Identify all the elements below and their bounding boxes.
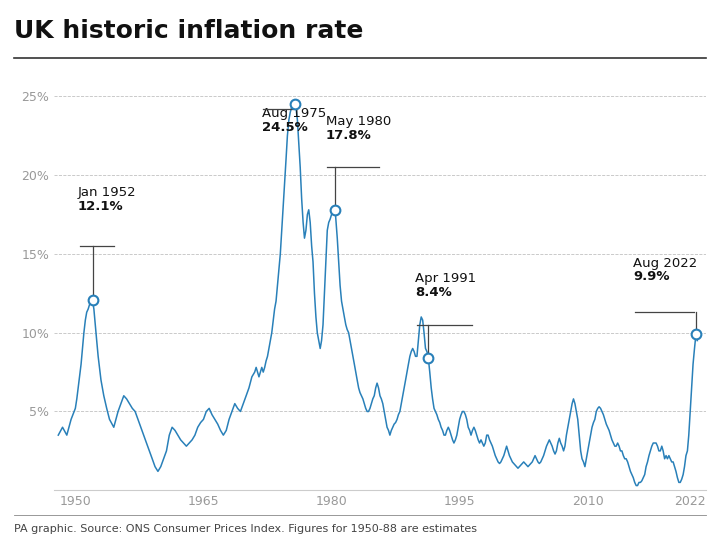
Text: 24.5%: 24.5%	[261, 121, 307, 134]
Text: 8.4%: 8.4%	[415, 286, 452, 299]
Text: Aug 2022: Aug 2022	[633, 257, 697, 270]
Text: 17.8%: 17.8%	[325, 129, 372, 142]
Text: May 1980: May 1980	[325, 115, 391, 128]
Text: UK historic inflation rate: UK historic inflation rate	[14, 19, 364, 43]
Text: PA graphic. Source: ONS Consumer Prices Index. Figures for 1950-88 are estimates: PA graphic. Source: ONS Consumer Prices …	[14, 524, 477, 534]
Text: 9.9%: 9.9%	[633, 270, 670, 284]
Text: 12.1%: 12.1%	[78, 199, 124, 213]
Text: Jan 1952: Jan 1952	[78, 186, 137, 199]
Text: Aug 1975: Aug 1975	[261, 107, 325, 120]
Text: Apr 1991: Apr 1991	[415, 273, 477, 285]
